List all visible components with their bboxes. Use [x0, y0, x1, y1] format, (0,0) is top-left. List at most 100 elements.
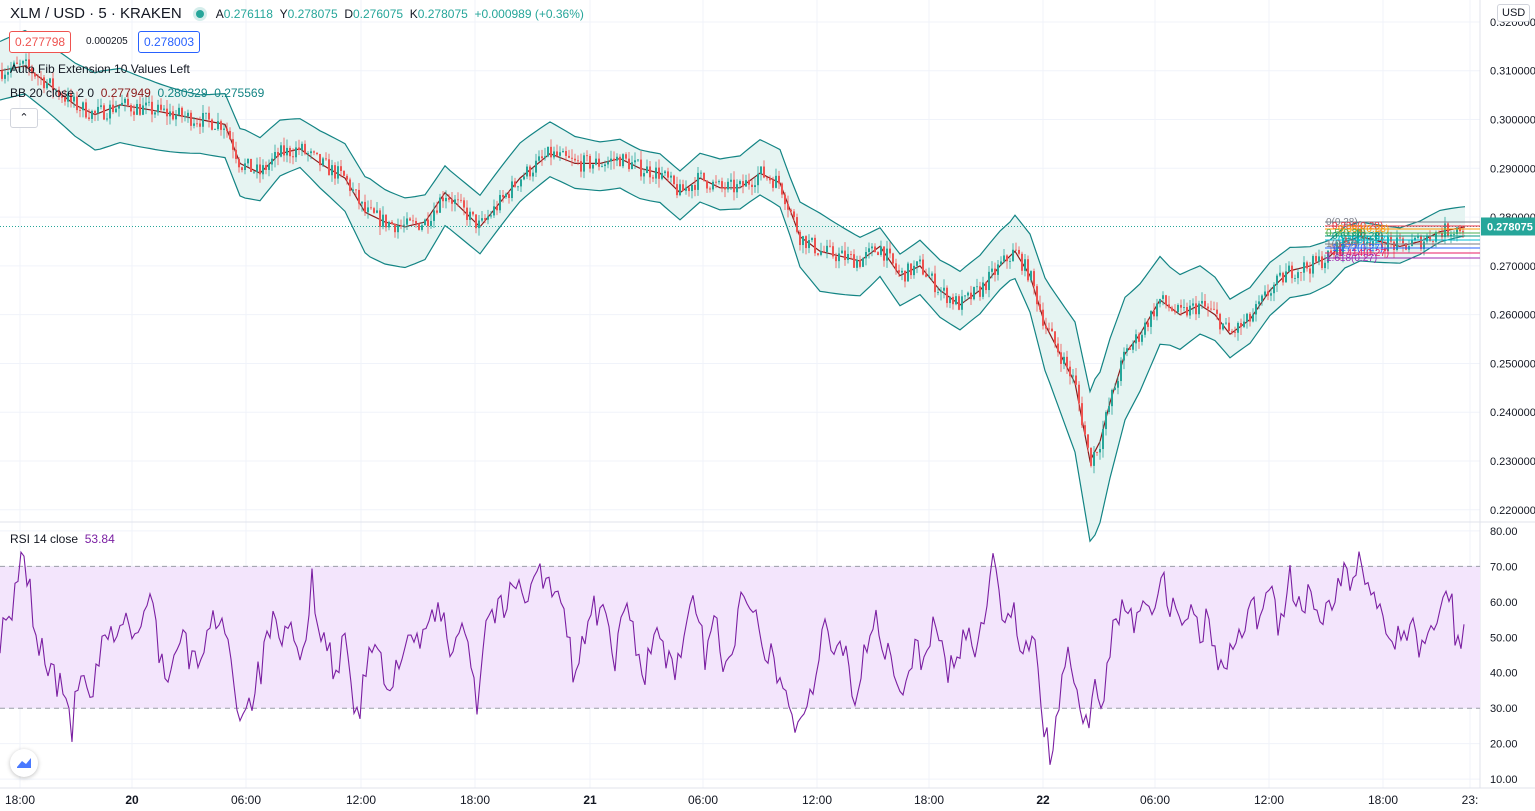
- candle: [250, 158, 252, 173]
- candle: [1225, 318, 1227, 325]
- candle: [976, 278, 978, 293]
- candle: [376, 202, 378, 214]
- candle: [520, 178, 522, 192]
- candle: [487, 209, 489, 225]
- candle: [55, 88, 57, 94]
- fib-level-label: 0.236(0.28): [1332, 221, 1383, 232]
- candle: [682, 179, 684, 191]
- buy-button[interactable]: 0.278003: [138, 31, 201, 53]
- candle: [394, 223, 396, 238]
- candle: [1423, 235, 1425, 256]
- candle: [1216, 302, 1218, 320]
- fib-level-label: 1.272(0.27): [1332, 243, 1383, 254]
- candle: [1201, 292, 1203, 309]
- candle: [562, 148, 564, 153]
- candle: [601, 163, 603, 168]
- candle: [628, 151, 630, 172]
- symbol-header[interactable]: XLM / USD · 5 · KRAKEN A0.276118 Y0.27807…: [10, 5, 584, 22]
- candle: [190, 110, 192, 131]
- candle: [745, 174, 747, 187]
- rsi-legend[interactable]: RSI 14 close 53.84: [10, 532, 115, 546]
- rsi-tick-label: 50.00: [1490, 632, 1518, 644]
- candle: [499, 189, 501, 214]
- candle: [697, 166, 699, 196]
- candle: [925, 268, 927, 278]
- candle: [97, 99, 99, 121]
- rsi-tick-label: 30.00: [1490, 703, 1518, 715]
- candle: [238, 157, 240, 173]
- candle: [706, 180, 708, 194]
- candle: [1021, 251, 1023, 275]
- candle: [766, 176, 768, 181]
- candle: [1378, 230, 1380, 239]
- candle: [1072, 369, 1074, 384]
- candle: [1249, 312, 1251, 327]
- candle: [868, 242, 870, 259]
- candle: [1231, 328, 1233, 335]
- tradingview-logo[interactable]: [10, 749, 38, 777]
- candle: [1414, 236, 1416, 242]
- candle: [1168, 295, 1170, 312]
- candle: [523, 172, 525, 181]
- bb-lower-value: 0.275569: [214, 86, 265, 100]
- rsi-pane: [0, 550, 1480, 765]
- candle: [571, 149, 573, 167]
- candle: [265, 161, 267, 175]
- candle: [757, 166, 759, 194]
- candle: [124, 97, 126, 112]
- candle: [178, 103, 180, 117]
- candle: [421, 222, 423, 232]
- candle: [970, 285, 972, 306]
- candle: [1111, 388, 1113, 415]
- candle: [997, 259, 999, 281]
- candle: [1399, 233, 1401, 243]
- candle: [1138, 332, 1140, 349]
- candle: [1312, 254, 1314, 278]
- candle: [169, 103, 171, 125]
- candle: [502, 189, 504, 203]
- price-axes[interactable]: 0.3200000.3100000.3000000.2900000.280000…: [1481, 17, 1535, 786]
- candle: [1003, 249, 1005, 264]
- candle: [1294, 274, 1296, 282]
- candle: [325, 152, 327, 161]
- candle: [541, 149, 543, 166]
- candle: [130, 103, 132, 117]
- candle: [145, 95, 147, 115]
- collapse-indicators-button[interactable]: ⌃: [10, 108, 38, 128]
- candle: [895, 258, 897, 275]
- rsi-tick-label: 20.00: [1490, 739, 1518, 751]
- candle: [643, 168, 645, 184]
- candle: [517, 185, 519, 191]
- indicator-auto-fib[interactable]: Auto Fib Extension 10 Values Left: [10, 62, 190, 76]
- market-open-icon: [195, 9, 204, 18]
- last-price-label: 0.278075: [1487, 221, 1533, 233]
- candle: [982, 276, 984, 300]
- sell-button[interactable]: 0.277798: [9, 31, 72, 53]
- candle: [1057, 337, 1059, 357]
- candle: [1078, 381, 1080, 412]
- candle: [940, 287, 942, 301]
- candle: [1207, 303, 1209, 317]
- candle: [34, 72, 36, 80]
- candle: [298, 139, 300, 155]
- time-tick-label: 12:00: [346, 793, 376, 807]
- candle: [979, 281, 981, 301]
- candle: [316, 152, 318, 156]
- candle: [277, 147, 279, 166]
- time-tick-label: 22: [1036, 793, 1050, 807]
- candle: [406, 212, 408, 230]
- candle: [1090, 447, 1092, 468]
- candle: [739, 179, 741, 189]
- candle: [529, 164, 531, 181]
- time-axis[interactable]: 18:00 20 06:00 12:00 18:00 21 06:00 12:00 18:00 2…: [5, 793, 1478, 807]
- candle: [607, 156, 609, 169]
- chevron-up-icon: ⌃: [19, 112, 29, 124]
- candle: [553, 146, 555, 160]
- candle: [10, 61, 12, 78]
- currency-button[interactable]: USD: [1497, 4, 1531, 22]
- candle: [337, 161, 339, 184]
- indicator-bollinger[interactable]: BB 20 close 2 0 0.277949 0.280329 0.2755…: [10, 86, 264, 100]
- candle: [451, 191, 453, 212]
- candle: [1141, 329, 1143, 346]
